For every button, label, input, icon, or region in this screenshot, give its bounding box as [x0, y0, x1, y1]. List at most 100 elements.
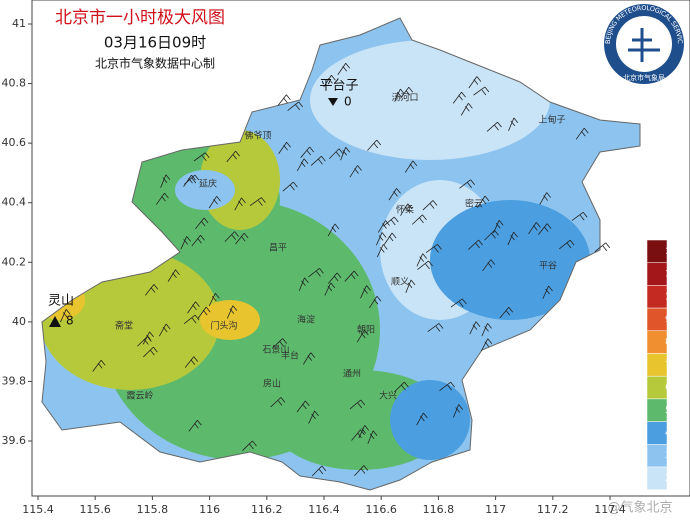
legend-swatch	[646, 262, 668, 286]
wind-barb	[278, 141, 291, 154]
wind-barb	[226, 305, 238, 319]
wind-barb	[324, 282, 336, 296]
wind-barb	[484, 229, 499, 241]
wind-barb	[469, 321, 481, 335]
wind-barb	[507, 231, 518, 246]
legend-swatch	[646, 398, 668, 422]
wind-barb	[143, 346, 158, 358]
place-label: 佛爷顶	[244, 130, 271, 142]
legend-label: 6级	[665, 381, 680, 393]
wind-barb	[302, 352, 316, 365]
legend-swatch	[646, 285, 668, 309]
y-tick-label: 40	[12, 315, 26, 328]
wind-barb	[480, 338, 493, 352]
wind-barb	[287, 101, 304, 111]
x-tick-label: 115.4	[22, 503, 54, 516]
wind-barb	[460, 103, 473, 116]
wind-barb	[300, 146, 314, 158]
wind-barb	[452, 91, 466, 104]
wind-barb	[197, 306, 211, 319]
wind-barb	[369, 295, 382, 309]
wind-barb	[296, 158, 309, 172]
wind-barb	[468, 76, 482, 89]
y-tick-label: 41	[12, 17, 26, 30]
y-tick-label: 40.2	[2, 255, 27, 268]
wind-barb	[450, 298, 467, 308]
legend-label: 4级	[665, 426, 680, 438]
place-label: 上甸子	[538, 114, 565, 126]
wind-barb	[356, 329, 369, 343]
wind-barb	[425, 244, 442, 253]
wind-barb	[193, 152, 210, 162]
wind-barb	[187, 301, 200, 314]
place-label: 密云	[465, 198, 483, 210]
place-label: 通州	[343, 369, 361, 380]
legend-swatch	[646, 239, 668, 263]
title: 北京市一小时极大风图	[55, 8, 225, 28]
wind-barb	[508, 117, 519, 131]
wind-barb	[208, 196, 221, 209]
wind-barb	[234, 197, 246, 211]
x-tick-label: 117.4	[594, 503, 626, 516]
wind-barb	[235, 232, 249, 245]
wind-barb	[575, 127, 589, 140]
x-tick-label: 117.2	[537, 503, 569, 516]
watermark: @气象北京	[607, 500, 672, 516]
wind-barb	[400, 203, 413, 216]
wind-barb	[417, 260, 433, 270]
place-label: 霞云岭	[126, 390, 153, 402]
legend-swatch	[646, 375, 668, 400]
subtitle: 03月16日09时	[104, 34, 206, 52]
wind-barb	[394, 381, 409, 393]
place-label: 汤河口	[391, 92, 418, 104]
wind-barb	[183, 314, 200, 325]
wind-barb	[542, 285, 553, 299]
wind-barb	[191, 234, 205, 247]
station-marker	[328, 98, 338, 106]
legend-swatch	[646, 307, 668, 332]
wind-barb	[183, 174, 196, 187]
wind-barb	[459, 179, 475, 189]
wind-barb	[482, 259, 496, 272]
wind-barb	[226, 150, 240, 163]
wind-barb	[493, 220, 504, 234]
x-tick-label: 116.8	[423, 503, 455, 516]
wind-barb	[184, 356, 199, 368]
wind-barb	[60, 309, 71, 323]
y-tick-label: 40.8	[2, 77, 27, 90]
wind-barb	[272, 338, 288, 349]
wind-barb	[308, 268, 324, 278]
wind-barb	[296, 400, 310, 413]
legend-label: 7级	[665, 358, 680, 370]
wind-barb	[195, 217, 209, 230]
wind-barb	[388, 188, 401, 201]
wind-barb	[282, 181, 298, 192]
legend-swatch	[646, 330, 668, 354]
wind-barb	[411, 214, 427, 225]
wind-barb	[323, 74, 336, 88]
wind-barb	[476, 195, 490, 208]
wind-barb	[158, 323, 171, 337]
place-label: 房山	[263, 378, 281, 390]
wind-barb	[439, 381, 455, 391]
wind-barb	[367, 139, 382, 151]
wind-barb	[354, 465, 369, 477]
wind-barb	[394, 88, 405, 102]
wind-barb	[349, 399, 366, 410]
wind-barb	[144, 284, 159, 296]
wind-barb	[559, 239, 575, 250]
legend-label: 11级	[665, 268, 685, 280]
place-label: 石景山	[262, 345, 289, 356]
station-marker	[49, 316, 61, 327]
wind-barb	[92, 360, 106, 372]
place-label: 延庆	[199, 178, 217, 190]
station-name: 平台子	[319, 79, 358, 94]
x-tick-label: 116.6	[365, 503, 397, 516]
wind-barb	[208, 293, 220, 307]
wind-barb	[416, 412, 428, 426]
wind-barb	[594, 242, 611, 252]
wind-barb	[473, 86, 490, 96]
x-tick-label: 115.8	[137, 503, 169, 516]
wind-barb	[383, 216, 399, 227]
